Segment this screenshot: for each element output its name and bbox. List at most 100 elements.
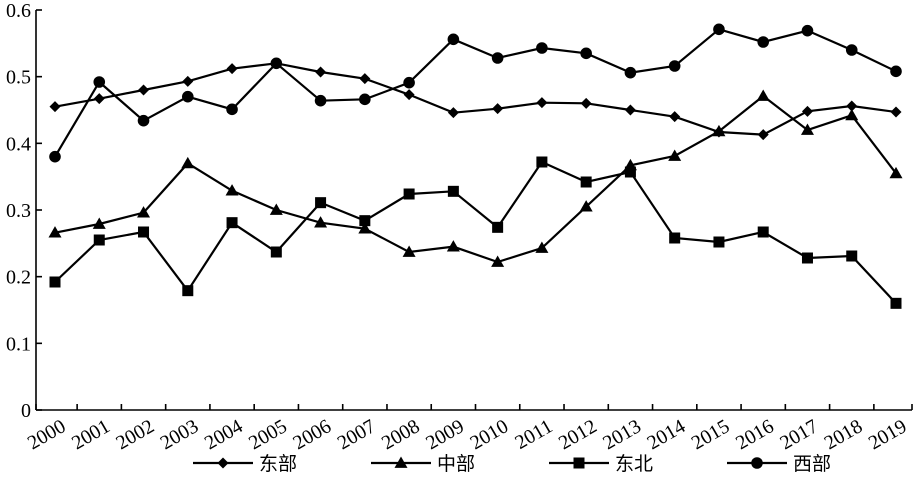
x-tick-label: 2015	[688, 415, 734, 454]
data-point	[225, 184, 239, 196]
data-point	[447, 185, 459, 197]
data-point	[492, 103, 504, 115]
data-point	[801, 24, 814, 37]
legend: 东部 中部 东北 西部	[193, 453, 831, 475]
series-line	[54, 28, 897, 158]
data-point	[138, 84, 150, 96]
data-point	[579, 200, 593, 212]
data-point	[315, 197, 327, 209]
data-point	[757, 226, 769, 238]
x-tick-label: 2012	[555, 415, 601, 454]
data-point	[535, 241, 549, 253]
y-tick-label: 0.3	[6, 200, 31, 222]
x-tick-label: 2003	[157, 415, 203, 454]
data-point	[137, 206, 151, 218]
data-point	[668, 149, 682, 161]
data-point	[580, 97, 592, 109]
x-tick-label: 2016	[732, 415, 778, 454]
data-point	[536, 97, 548, 109]
data-point	[890, 297, 902, 309]
y-tick-label: 0.2	[6, 267, 31, 289]
data-point	[93, 234, 105, 246]
series-layer	[48, 23, 903, 309]
data-point	[359, 215, 371, 227]
y-tick-label: 0.6	[6, 0, 31, 22]
data-point	[181, 156, 195, 169]
y-tick-label: 0	[21, 400, 31, 422]
series-circle	[49, 23, 902, 163]
series-line	[54, 62, 897, 136]
data-point	[492, 221, 504, 233]
x-tick-label: 2005	[245, 415, 291, 454]
data-point	[890, 65, 902, 78]
data-point	[48, 226, 62, 238]
x-tick-group: 2000200120022003200420052006200720082009…	[24, 404, 913, 454]
data-point	[182, 285, 194, 297]
data-point	[668, 60, 681, 72]
series-line	[54, 94, 897, 264]
data-point	[137, 114, 150, 127]
data-point	[669, 232, 681, 244]
data-point	[536, 156, 548, 168]
data-point	[801, 252, 813, 264]
data-point	[624, 66, 637, 79]
y-tick-label: 0.1	[6, 333, 31, 355]
x-tick-label: 2011	[511, 415, 556, 454]
data-point	[270, 57, 283, 70]
legend-item: 西部	[727, 453, 831, 475]
data-point	[491, 52, 504, 64]
legend-label: 东北	[615, 453, 653, 475]
data-point	[624, 166, 636, 178]
data-point	[403, 89, 415, 101]
data-point	[713, 23, 725, 36]
data-point	[491, 255, 505, 267]
legend-item: 东北	[549, 453, 653, 475]
x-tick-label: 2014	[644, 415, 690, 454]
legend-item: 中部	[371, 453, 475, 475]
data-point	[403, 76, 415, 89]
legend-label: 东部	[259, 453, 297, 475]
data-point	[845, 44, 858, 56]
x-tick-label: 2018	[821, 415, 867, 454]
data-point	[49, 276, 61, 288]
series-square	[49, 156, 902, 309]
data-point	[403, 188, 415, 200]
legend-item: 东部	[193, 453, 297, 475]
data-point	[92, 217, 106, 229]
legend-marker	[217, 457, 229, 469]
data-point	[93, 76, 106, 88]
data-point	[181, 90, 194, 103]
data-point	[93, 93, 105, 105]
data-point	[756, 89, 770, 101]
legend-marker	[394, 456, 408, 468]
y-tick-label: 0.4	[6, 133, 31, 155]
data-point	[358, 222, 372, 234]
data-point	[269, 203, 283, 215]
data-point	[182, 75, 194, 87]
data-point	[402, 245, 416, 257]
series-triangle	[48, 89, 903, 267]
x-tick-label: 2001	[68, 415, 114, 454]
data-point	[138, 226, 150, 238]
legend-label: 西部	[793, 453, 831, 475]
series-line	[54, 160, 897, 305]
data-point	[580, 176, 592, 188]
data-point	[536, 42, 548, 54]
data-point	[226, 217, 238, 229]
x-tick-label: 2019	[865, 415, 911, 454]
y-tick-group: 0 0.1 0.2 0.3 0.4 0.5 0.6	[6, 0, 42, 422]
x-tick-label: 2006	[289, 415, 335, 454]
data-point	[49, 101, 61, 113]
data-point	[889, 166, 903, 179]
data-point	[226, 63, 238, 75]
data-point	[49, 150, 61, 163]
data-point	[713, 236, 725, 248]
data-point	[669, 111, 681, 123]
data-point	[447, 33, 460, 46]
data-point	[226, 103, 238, 116]
data-point	[359, 73, 371, 85]
data-point	[314, 94, 327, 107]
legend-marker	[751, 457, 763, 469]
data-point	[580, 47, 592, 60]
